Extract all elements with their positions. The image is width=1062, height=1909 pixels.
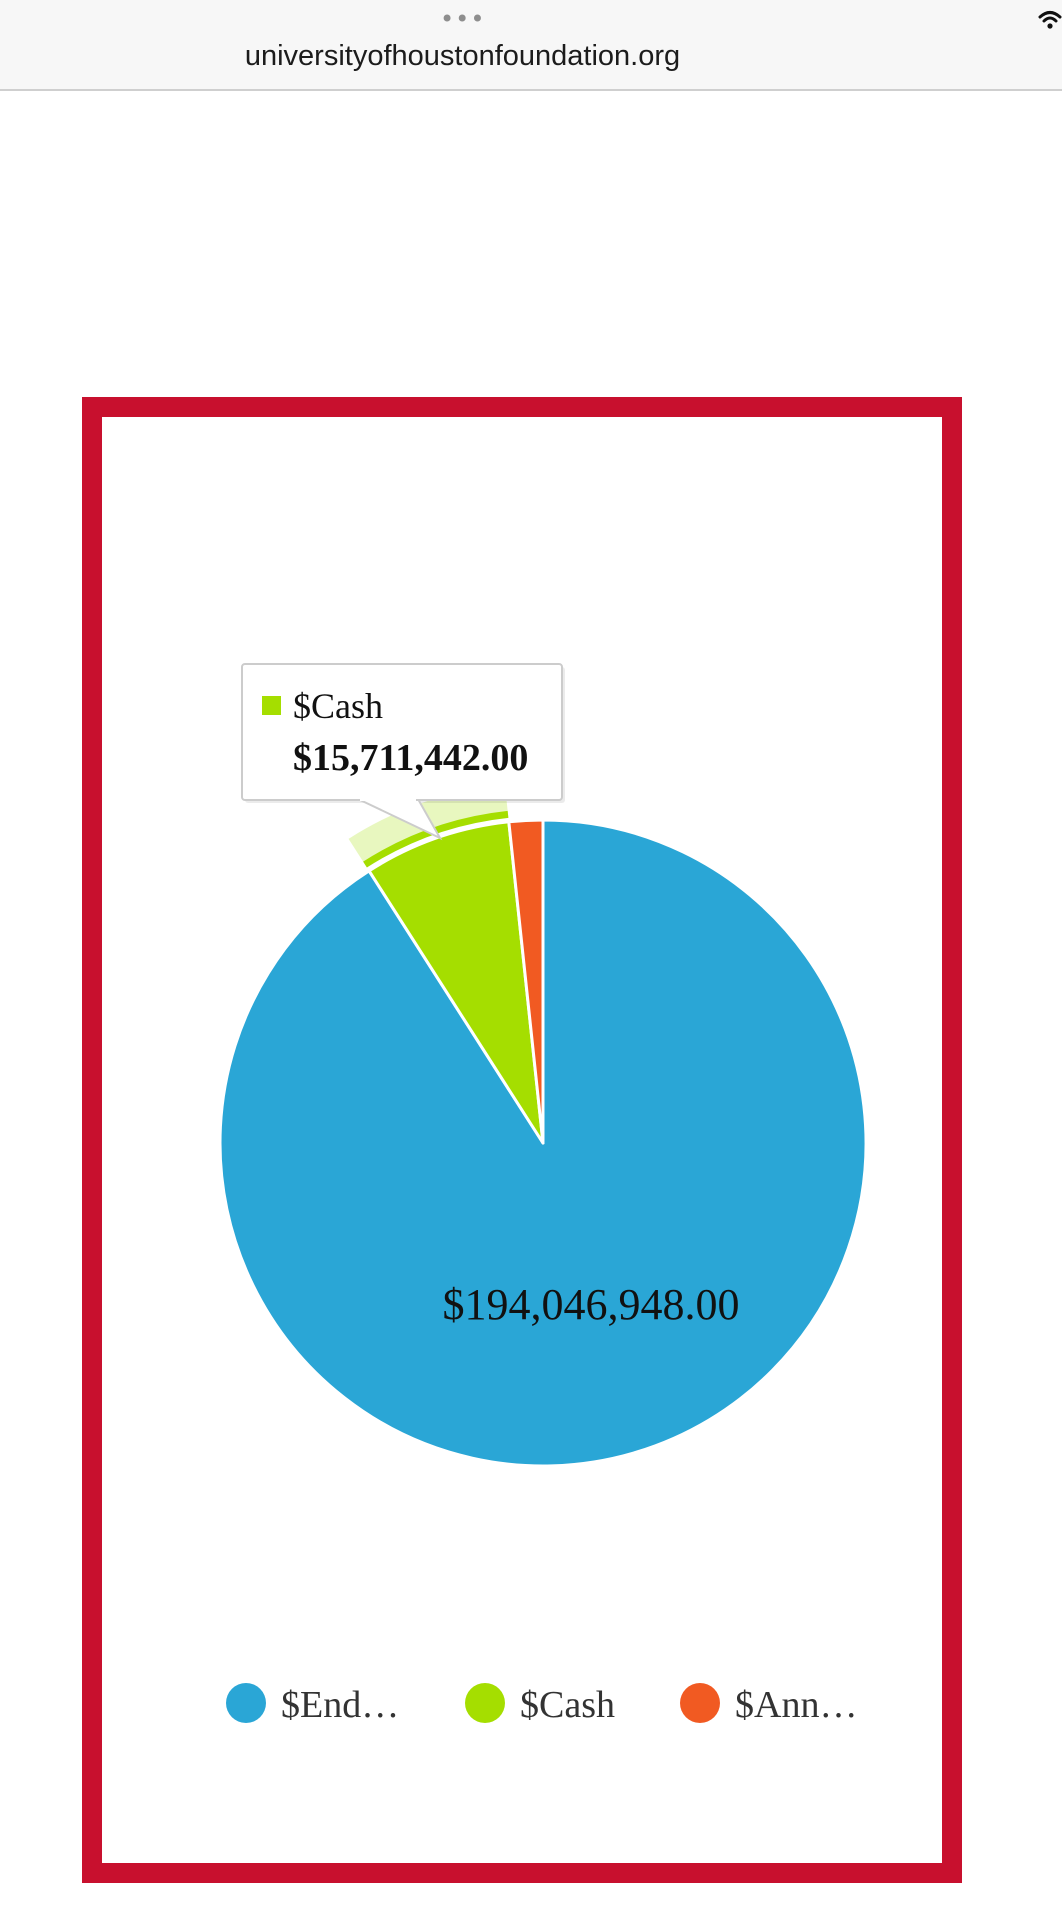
pie-data-labels: $194,046,948.00 <box>443 1280 740 1329</box>
legend-item-1[interactable]: $Cash <box>465 1683 615 1726</box>
chart-tooltip: $Cash $15,711,442.00 <box>241 663 565 841</box>
tooltip-series-name: $Cash <box>293 686 383 726</box>
legend-label: $Cash <box>520 1684 615 1726</box>
browser-address-bar: ••• universityofhoustonfoundation.org <box>0 0 1062 91</box>
pie-slices <box>218 784 868 1468</box>
tooltip-box <box>241 663 563 801</box>
pie-slice-2[interactable] <box>507 818 545 1145</box>
tooltip-pointer-join <box>360 797 416 801</box>
legend-marker <box>465 1683 505 1723</box>
pie-slice-halo-edge <box>363 810 509 868</box>
tooltip-swatch <box>262 696 281 715</box>
legend-marker <box>226 1683 266 1723</box>
legend-label: $End… <box>281 1684 399 1726</box>
chart-legend: $End… $Cash $Ann… <box>226 1683 857 1726</box>
legend-marker <box>680 1683 720 1723</box>
wifi-icon <box>1038 11 1062 29</box>
pie-data-label: $194,046,948.00 <box>443 1280 740 1329</box>
legend-item-2[interactable]: $Ann… <box>680 1683 857 1726</box>
url-text[interactable]: universityofhoustonfoundation.org <box>244 40 681 72</box>
tooltip-value: $15,711,442.00 <box>293 737 528 779</box>
legend-item-0[interactable]: $End… <box>226 1683 399 1726</box>
legend-label: $Ann… <box>735 1684 857 1726</box>
pie-slice-1[interactable] <box>367 820 545 1145</box>
